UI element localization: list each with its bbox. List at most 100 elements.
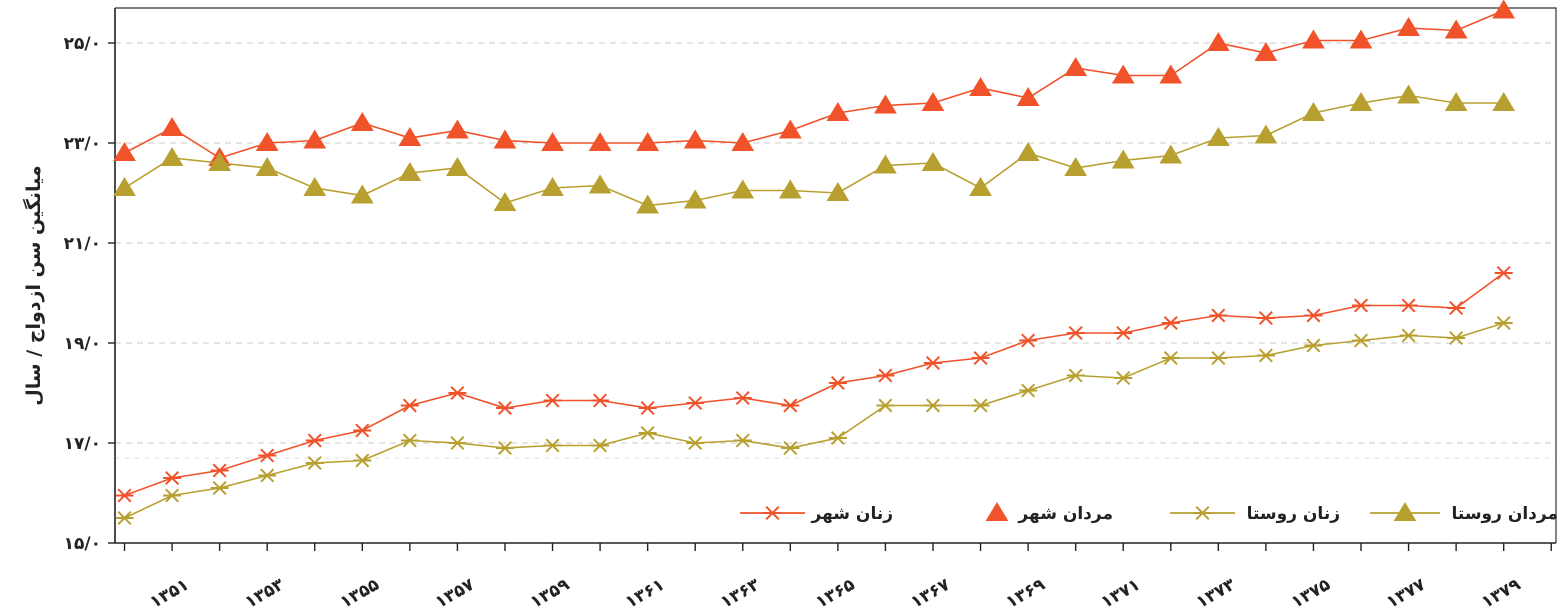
data-point <box>398 127 422 146</box>
data-point <box>163 470 182 486</box>
legend-item-3: زنان روستا <box>1170 504 1340 524</box>
x-tick-label: ۱۳۵۵ <box>337 575 383 613</box>
data-point <box>446 157 469 176</box>
legend-label: مردان روستا <box>1452 504 1558 524</box>
data-point <box>305 433 324 448</box>
x-tick-label: ۱۳۵۱ <box>147 575 193 613</box>
data-point <box>1111 64 1135 84</box>
data-point <box>588 174 612 194</box>
data-point <box>1304 308 1323 323</box>
legend-marker <box>1393 502 1417 521</box>
data-point <box>1494 315 1513 331</box>
legend-item-4: مردان روستا <box>1370 502 1558 524</box>
data-point <box>588 132 612 151</box>
data-point <box>448 435 467 451</box>
data-point <box>1352 298 1371 313</box>
data-point <box>1161 315 1180 331</box>
x-tick-label: ۱۳۶۷ <box>908 574 954 612</box>
data-point <box>493 129 517 149</box>
data-point <box>255 157 279 176</box>
y-tick-label: ۱۷/۰ <box>64 434 101 454</box>
data-point <box>683 189 707 209</box>
data-point <box>258 448 277 463</box>
series-4 <box>113 84 1516 214</box>
legend-label: مردان شهر <box>1017 504 1113 524</box>
data-point <box>1494 265 1513 281</box>
legend-marker <box>985 502 1009 521</box>
data-point <box>1492 92 1516 111</box>
data-point <box>781 440 800 456</box>
data-point <box>1111 149 1135 169</box>
data-point <box>543 393 562 408</box>
series-3 <box>115 315 1513 526</box>
data-point <box>1397 17 1420 36</box>
plot-frame <box>115 7 1557 543</box>
data-point <box>1206 127 1230 146</box>
data-point <box>969 177 992 196</box>
data-point <box>778 119 802 139</box>
x-tick-label: ۱۳۷۱ <box>1098 575 1144 613</box>
data-point <box>493 192 517 211</box>
data-point <box>1256 310 1275 326</box>
data-point <box>160 147 184 166</box>
data-point <box>781 398 800 413</box>
data-point <box>923 398 942 413</box>
legend: زنان شهر مردان شهر زنان روستا مردان روستا <box>740 502 1558 524</box>
data-point <box>400 433 419 448</box>
data-point <box>1161 350 1180 366</box>
data-point <box>1114 370 1133 386</box>
data-point <box>541 177 564 196</box>
y-tick-label: ۲۱/۰ <box>64 234 101 254</box>
data-point <box>1447 330 1466 346</box>
data-point <box>591 393 610 408</box>
series-group <box>113 0 1516 526</box>
data-point <box>876 398 895 413</box>
data-point <box>1444 92 1468 111</box>
data-point <box>683 129 707 149</box>
data-point <box>353 453 372 468</box>
data-point <box>971 398 990 413</box>
data-point <box>115 510 134 526</box>
data-point <box>1304 338 1323 353</box>
data-point <box>398 162 422 181</box>
data-point <box>686 395 705 411</box>
data-point <box>495 440 514 456</box>
data-point <box>733 390 752 406</box>
x-tick-label: ۱۳۶۱ <box>622 575 668 613</box>
series-line <box>124 322 1504 519</box>
data-point <box>1349 92 1373 111</box>
data-point <box>258 468 277 483</box>
data-point <box>638 400 657 416</box>
data-point <box>731 132 755 151</box>
data-point <box>210 480 229 496</box>
data-point <box>731 179 755 199</box>
data-point <box>350 112 374 131</box>
data-point <box>1256 348 1275 363</box>
data-point <box>303 129 327 149</box>
x-tick-label: ۱۳۷۵ <box>1288 575 1334 613</box>
data-point <box>1447 300 1466 316</box>
grid-lines <box>115 42 1556 459</box>
data-point <box>1064 157 1088 176</box>
data-point <box>303 177 327 196</box>
x-tick-label: ۱۳۵۳ <box>242 574 288 612</box>
data-point <box>1397 84 1420 104</box>
data-point <box>1444 19 1468 39</box>
legend-marker <box>1193 505 1212 521</box>
data-point <box>1254 124 1278 144</box>
data-point <box>115 488 134 503</box>
x-tick-label: ۱۳۷۳ <box>1193 574 1239 612</box>
data-point <box>828 430 847 446</box>
data-point <box>971 350 990 366</box>
data-point <box>874 94 897 114</box>
data-point <box>828 375 847 391</box>
data-point <box>448 385 467 401</box>
x-tick-label: ۱۳۶۹ <box>1003 574 1049 612</box>
data-point <box>1492 0 1516 19</box>
data-point <box>1019 333 1038 348</box>
data-point <box>400 398 419 413</box>
data-point <box>826 182 850 201</box>
data-point <box>636 194 660 214</box>
data-point <box>591 438 610 453</box>
